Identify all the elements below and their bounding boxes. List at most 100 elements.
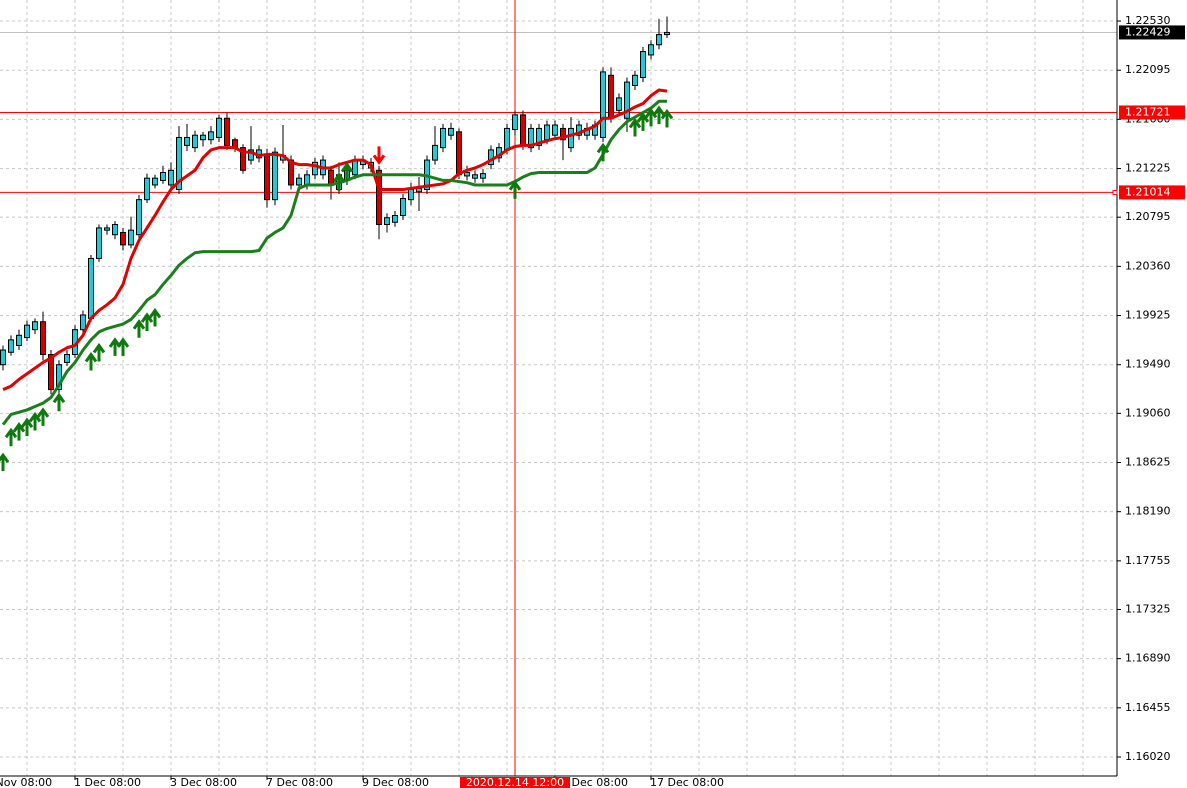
x-tick-label: 1 Dec 08:00 (74, 776, 141, 788)
cursor-label: 2020.12.14 12:00 (466, 776, 564, 788)
candle-body (144, 177, 150, 201)
candle-body (400, 198, 406, 216)
candle-body (288, 159, 294, 186)
candle-body (608, 74, 614, 119)
candle-body (152, 177, 158, 186)
candle-body (504, 127, 510, 151)
candle-body (656, 34, 662, 46)
y-tick-label: 1.17755 (1125, 554, 1171, 567)
candle-body (112, 224, 118, 236)
indicator-line (1, 99, 667, 426)
candle-body (464, 172, 470, 177)
candle-body (536, 127, 542, 146)
up-arrow (28, 411, 42, 431)
x-tick-label: 7 Dec 08:00 (266, 776, 333, 788)
candle-body (48, 354, 54, 391)
y-tick-label: 1.19925 (1125, 309, 1171, 322)
y-tick-label: 1.22530 (1125, 14, 1171, 27)
candle-body (136, 199, 142, 236)
price-label-bg (1119, 185, 1185, 200)
up-arrow (340, 162, 354, 181)
candle-body (168, 169, 174, 186)
candle-body (544, 124, 550, 141)
candle-body (64, 354, 70, 363)
candle-body (480, 173, 486, 179)
up-arrow (332, 172, 346, 191)
candle-body (648, 44, 654, 56)
x-tick-label: 9 Dec 08:00 (362, 776, 429, 788)
candle-body (104, 227, 110, 231)
candle-body (216, 117, 222, 138)
candle-body (624, 81, 630, 119)
candle-body (664, 31, 670, 36)
candle-body (312, 161, 318, 176)
up-arrow (36, 407, 50, 426)
candle-body (552, 124, 558, 136)
y-tick-label: 1.20795 (1125, 210, 1171, 223)
candle-body (640, 51, 646, 79)
price-label: 1.21014 (1125, 185, 1171, 198)
cursor-label-bg (460, 777, 570, 788)
price-label-bg (1119, 105, 1185, 120)
candle-body (272, 151, 278, 201)
candle-body (352, 159, 358, 176)
candle-body (560, 127, 566, 141)
candle-body (160, 172, 166, 181)
up-arrow (636, 112, 650, 131)
candle-body (456, 131, 462, 176)
up-arrow (148, 307, 162, 327)
candle-body (88, 257, 94, 319)
x-tick-label: 30 Nov 08:00 (0, 776, 52, 788)
candle-body (528, 127, 534, 149)
candle-body (600, 71, 606, 138)
candle-body (192, 134, 198, 149)
up-arrow (52, 392, 66, 412)
y-tick-label: 1.18190 (1125, 505, 1171, 518)
y-tick-label: 1.16890 (1125, 652, 1171, 665)
up-arrow (84, 351, 98, 371)
candle-body (40, 321, 46, 356)
candle-body (248, 149, 254, 161)
y-tick-label: 1.16020 (1125, 750, 1171, 763)
candle-body (520, 114, 526, 146)
up-arrow (132, 319, 146, 338)
x-tick-label: 3 Dec 08:00 (170, 776, 237, 788)
candle-body (432, 144, 438, 161)
candle-body (512, 114, 518, 131)
y-tick-label: 1.16455 (1125, 701, 1171, 714)
down-arrow (372, 146, 386, 165)
up-arrow (660, 108, 674, 128)
candle-body (200, 134, 206, 141)
up-arrow (596, 142, 610, 162)
y-tick-label: 1.17325 (1125, 602, 1171, 615)
candle-body (632, 74, 638, 86)
candle-body (208, 131, 214, 141)
candle-body (80, 314, 86, 331)
candle-body (296, 177, 302, 186)
up-arrow (4, 427, 18, 447)
up-arrow (116, 337, 130, 356)
x-tick-label: 15 Dec 08:00 (554, 776, 628, 788)
candle-body (408, 188, 414, 201)
y-tick-label: 1.18625 (1125, 456, 1171, 469)
y-tick-label: 1.19490 (1125, 358, 1171, 371)
candle-body (384, 217, 390, 226)
candle-body (120, 231, 126, 246)
candle-body (392, 214, 398, 223)
x-tick-label: 17 Dec 08:00 (650, 776, 724, 788)
candle-body (448, 127, 454, 136)
candle-body (32, 321, 38, 331)
price-label-bg (1119, 25, 1185, 40)
price-label: 1.21721 (1125, 105, 1171, 118)
candle-body (0, 349, 6, 366)
indicator-line (2, 88, 668, 391)
candle-body (24, 324, 30, 339)
candle-body (128, 229, 134, 246)
candle-body (16, 334, 22, 346)
candle-body (376, 169, 382, 226)
candle-body (176, 136, 182, 190)
y-tick-label: 1.22095 (1125, 63, 1171, 76)
